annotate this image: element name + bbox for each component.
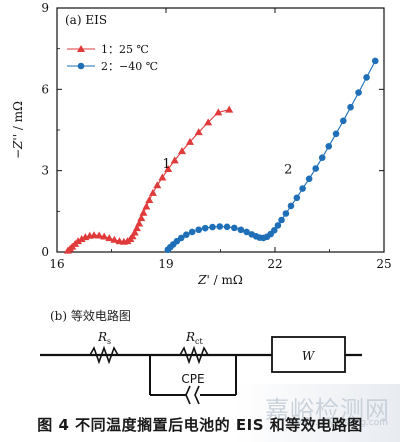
series-1-point [74,237,83,245]
rct-label: Rct [185,330,204,346]
series-2-point [332,130,340,138]
series-1-point [204,118,213,126]
watermark-text: 嘉峪检测网 [265,396,390,424]
x-tick-label: 19 [158,257,173,271]
series-2-point [340,117,347,125]
warburg-label: W [302,349,316,363]
series-2-point [278,216,285,224]
series-2-point [223,223,231,231]
series-1-point [132,224,141,232]
series-2-point [274,222,282,229]
series-1-point [225,105,234,113]
series-2-point [270,227,278,234]
series-2-point [371,57,379,65]
series-2-point [312,165,319,172]
eis-chart: 16 19 22 25 0 3 6 9 Z' / mΩ −Z'' / mΩ (a) EIS 1 2 1：2… [11,1,392,287]
series-1-point [185,137,194,145]
y-tick-label: 6 [41,82,49,96]
series-1-point [142,202,151,210]
series-1-point [137,214,146,222]
curve-label-1: 1 [162,157,170,172]
series-1-point [139,208,148,216]
series-2-point [243,228,250,236]
series-2-point [188,228,196,236]
series-2-point [363,74,370,81]
legend-label-1: 1：25 ℃ [101,43,149,56]
y-axis-label: −Z'' / mΩ [11,101,25,159]
legend-marker-2 [77,62,85,70]
x-tick-label: 22 [267,257,282,271]
warburg-box [271,336,346,373]
series-1-point [90,231,99,239]
equivalent-circuit: (b) 等效电路图 Rs CPE Rct W [40,308,362,405]
rs-label: Rs [97,330,111,346]
series-2-point [282,210,290,217]
y-tick-label: 3 [41,164,49,178]
legend-marker-1 [77,45,85,52]
chart-title: (a) EIS [65,13,107,27]
series-1-point [145,195,154,203]
resistor-rs [89,345,119,365]
series-1-point [148,188,157,196]
series-2-point [216,223,224,230]
series-2-point [201,224,209,232]
series-2-point [355,89,362,96]
series-1-point [177,147,186,155]
series-2-point [293,194,301,202]
y-tick-label: 0 [41,245,49,259]
series-1-point [110,235,119,243]
series-1-point [214,108,223,116]
series-1-point [135,219,144,227]
series-1-point [130,228,139,236]
series-2-point [237,226,245,234]
series-1-point [158,173,167,181]
series-1-point [170,156,179,164]
series-1-point [95,231,104,239]
series-2-point [177,234,185,242]
series-line-2 [167,60,376,251]
series-2-point [347,103,354,111]
curve-label-2: 2 [284,162,292,177]
series-2-point [299,185,306,192]
cpe-symbol-right [194,385,200,405]
cpe-label: CPE [181,372,204,386]
series-1-point [153,181,162,189]
x-tick-label: 25 [376,257,391,271]
series-2-point [209,223,216,231]
series-2-point [287,202,295,210]
series-2-point [305,175,313,183]
series-2-point [183,231,190,238]
series-1-point [105,234,114,242]
y-tick-label: 9 [41,1,49,15]
cpe-symbol-left [185,385,191,405]
x-axis-label: Z' / mΩ [197,273,243,287]
series-1-point [128,232,137,240]
series-1-point [194,128,203,136]
circuit-title: (b) 等效电路图 [50,308,131,323]
x-tick-label: 16 [49,257,64,271]
figure-caption: 图 4 不同温度搁置后电池的 EIS 和等效电路图 [37,416,363,434]
series-2-point [195,226,202,234]
series-2-point [318,154,326,161]
series-2-point [231,224,238,232]
watermark-url: www.anytesting.com [294,418,388,428]
series-1-point [77,234,86,242]
series-1-point [100,232,109,240]
series-1-point [164,165,173,173]
legend-label-2: 2：−40 ℃ [101,60,158,73]
resistor-rct [179,345,209,365]
series-2-point [325,142,333,150]
watermark: 嘉峪检测网 www.anytesting.com [234,384,400,442]
